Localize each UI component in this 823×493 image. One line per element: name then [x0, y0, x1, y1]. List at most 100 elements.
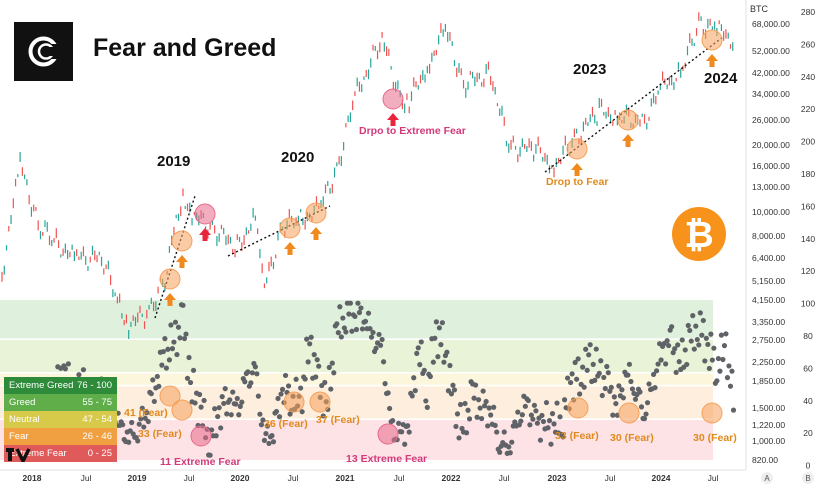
index-point — [637, 389, 643, 395]
index-point — [129, 419, 135, 426]
arrow-up-icon — [176, 255, 188, 268]
index-point — [236, 412, 242, 418]
index-point — [561, 397, 568, 403]
index-point — [599, 392, 605, 399]
index-tick-label: 200 — [801, 137, 815, 147]
index-point — [644, 400, 651, 406]
tradingview-icon — [6, 448, 31, 465]
index-point — [703, 335, 709, 341]
index-point — [343, 329, 349, 335]
index-point — [278, 391, 284, 397]
index-point — [237, 403, 243, 409]
index-point — [492, 422, 498, 429]
index-point — [435, 354, 441, 360]
index-point — [613, 400, 619, 407]
index-point — [279, 386, 286, 393]
price-tick-label: 68,000.00 — [752, 19, 790, 29]
index-point — [168, 322, 174, 328]
index-point — [664, 338, 670, 344]
index-point — [583, 346, 589, 352]
index-point — [230, 389, 236, 395]
index-point — [201, 397, 207, 404]
index-point — [305, 359, 311, 365]
index-point — [625, 372, 631, 378]
x-tick-label: 2023 — [548, 473, 567, 483]
index-point — [675, 342, 681, 348]
index-point — [261, 437, 268, 443]
index-zones — [0, 300, 713, 460]
index-point — [602, 385, 608, 392]
index-point — [596, 370, 602, 376]
index-point — [601, 374, 607, 381]
index-point — [177, 335, 183, 341]
index-point — [604, 363, 610, 370]
index-point — [136, 421, 142, 427]
index-point — [328, 386, 334, 392]
price-tick-label: 52,000.00 — [752, 46, 790, 56]
legend-row: Neutral 47 - 54 — [4, 411, 117, 428]
price-tick-label: 13,000.00 — [752, 182, 790, 192]
index-highlight-circle — [190, 425, 212, 447]
index-point — [412, 388, 418, 394]
price-tick-label: 4,150.00 — [752, 295, 785, 305]
index-point — [515, 409, 521, 415]
index-point — [512, 419, 518, 425]
index-point — [263, 430, 269, 437]
index-point — [497, 449, 503, 455]
index-point — [696, 342, 702, 348]
index-point — [233, 401, 239, 407]
index-point — [593, 346, 599, 352]
index-point — [424, 404, 430, 410]
index-point — [688, 338, 694, 344]
index-point — [685, 322, 691, 329]
index-tick-label: 20 — [803, 428, 813, 438]
index-point — [215, 413, 221, 420]
index-point — [304, 336, 310, 342]
index-point — [174, 351, 180, 358]
zone-legend: Extreme Greed 76 - 100 Greed 55 - 75 Neutral… — [4, 377, 117, 462]
index-point — [626, 361, 633, 367]
index-point — [337, 304, 343, 310]
index-point — [331, 370, 337, 376]
index-annotation: 30 (Fear) — [693, 432, 737, 444]
index-point — [252, 364, 258, 370]
index-point — [340, 315, 346, 321]
index-highlight-circle — [567, 397, 589, 419]
index-point — [362, 318, 369, 324]
index-point — [377, 342, 384, 348]
index-point — [190, 367, 197, 373]
price-tick-label: 820.00 — [752, 455, 778, 465]
highlight-circle — [171, 230, 193, 252]
index-point — [463, 430, 470, 436]
index-point — [694, 336, 700, 343]
legend-label: Extreme Fear — [9, 448, 67, 459]
index-point — [482, 403, 488, 409]
index-point — [192, 400, 198, 406]
index-point — [166, 357, 173, 363]
index-point — [347, 300, 354, 306]
index-point — [249, 370, 255, 376]
legend-range: 55 - 75 — [82, 397, 112, 408]
index-point — [557, 414, 563, 420]
arrow-down-icon — [199, 228, 211, 241]
index-tick-label: 120 — [801, 266, 815, 276]
index-point — [451, 387, 458, 393]
index-annotation: 33 (Fear) — [555, 430, 599, 442]
index-point — [414, 350, 420, 357]
x-tick-label: 2024 — [652, 473, 671, 483]
annotation-layer: 2019 2020 2023 2024 Drpo to Extreme Fear Drop… — [124, 29, 738, 468]
index-point — [396, 420, 402, 426]
index-point — [471, 395, 477, 401]
index-point — [727, 383, 734, 389]
index-point — [527, 422, 533, 428]
index-point — [219, 394, 225, 400]
index-point — [577, 391, 583, 397]
index-point — [248, 380, 254, 386]
index-point — [479, 415, 485, 422]
index-point — [163, 365, 169, 371]
index-tick-label: 220 — [801, 104, 815, 114]
index-point — [700, 317, 706, 324]
index-tick-label: 60 — [803, 363, 813, 373]
index-point — [554, 400, 560, 406]
highlight-circle — [382, 88, 404, 110]
